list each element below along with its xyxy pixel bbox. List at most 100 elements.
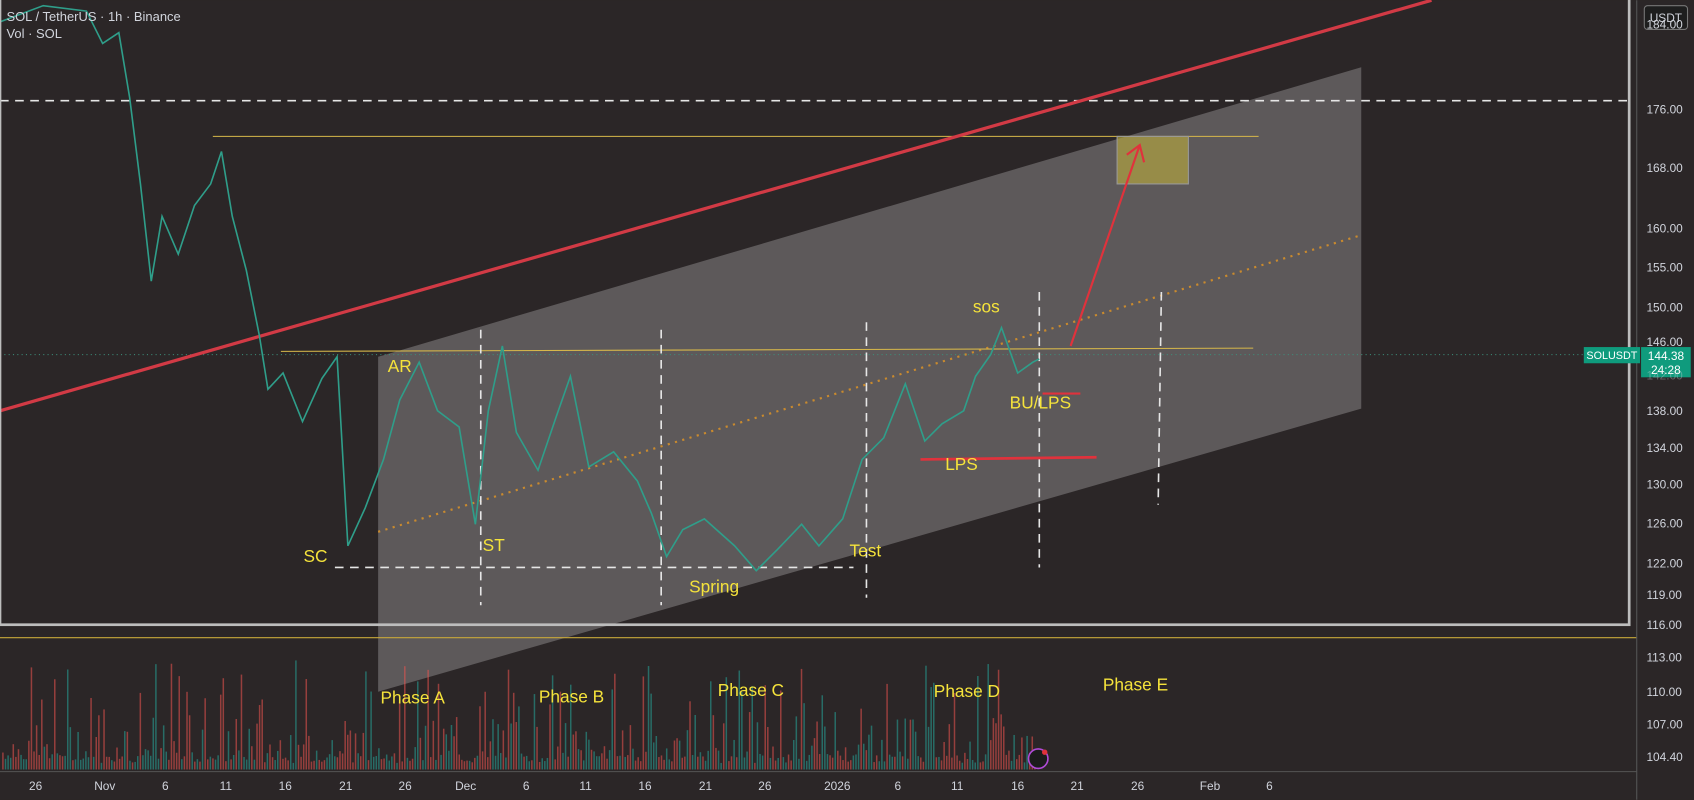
- volume-bar: [951, 757, 953, 770]
- volume-bar: [595, 756, 598, 770]
- volume-bar: [300, 756, 302, 770]
- volume-bar: [785, 762, 787, 770]
- volume-bar: [20, 754, 22, 770]
- volume-bar: [256, 723, 258, 770]
- volume-bar: [987, 664, 989, 770]
- volume-bar: [334, 756, 336, 770]
- volume-bar: [162, 725, 165, 770]
- time-axis-label: 21: [339, 779, 353, 793]
- volume-bar: [826, 754, 829, 770]
- volume-bar: [474, 757, 476, 770]
- volume-bar: [1013, 734, 1015, 770]
- volume-bar: [445, 734, 448, 770]
- volume-bar: [217, 755, 219, 770]
- volume-bar: [557, 746, 559, 770]
- price-axis-label: 104.40: [1646, 750, 1683, 764]
- volume-bar: [640, 761, 642, 770]
- event-label: BU/LPS: [1010, 393, 1071, 413]
- volume-bar: [497, 724, 499, 770]
- volume-bar: [90, 697, 92, 770]
- price-axis-label: 155.00: [1646, 260, 1683, 274]
- volume-bar: [165, 751, 168, 770]
- volume-bar: [634, 760, 637, 770]
- volume-bar: [458, 754, 461, 770]
- volume-bar: [305, 679, 308, 770]
- volume-bar: [245, 759, 248, 770]
- volume-bar: [35, 725, 38, 770]
- time-axis-label: 16: [279, 779, 293, 793]
- volume-bar: [124, 731, 126, 770]
- volume-bar: [209, 756, 212, 770]
- volume-bar: [367, 760, 370, 770]
- volume-bar: [816, 721, 818, 770]
- volume-bar: [297, 744, 300, 770]
- volume-bar: [1003, 726, 1005, 770]
- volume-bar: [619, 755, 621, 770]
- volume-bar: [990, 740, 992, 770]
- phase-label: Phase C: [718, 680, 784, 700]
- volume-bars: [2, 660, 1036, 770]
- volume-bar: [404, 666, 406, 770]
- volume-bar: [147, 750, 149, 770]
- volume-bar: [396, 762, 398, 770]
- time-axis-label: Feb: [1200, 779, 1221, 793]
- volume-bar: [544, 761, 546, 770]
- volume-bar: [370, 691, 372, 770]
- volume-bar: [665, 748, 668, 770]
- volume-bar: [344, 721, 346, 770]
- volume-bar: [326, 757, 328, 770]
- volume-bar: [888, 754, 891, 770]
- volume-bar: [181, 759, 183, 770]
- volume-bar: [577, 749, 580, 770]
- volume-bar: [831, 757, 834, 770]
- volume-bar: [764, 685, 766, 770]
- volume-bar: [175, 752, 178, 770]
- volume-bar: [938, 756, 940, 770]
- volume-bar: [715, 747, 717, 770]
- volume-bar: [417, 681, 419, 770]
- volume-bar: [352, 762, 354, 770]
- volume-bar: [471, 762, 473, 770]
- event-label: sos: [973, 296, 1000, 316]
- volume-bar: [59, 755, 61, 770]
- volume-bar: [935, 757, 938, 770]
- volume-bar: [707, 750, 709, 770]
- volume-bar: [168, 759, 170, 770]
- volume-bar: [798, 758, 800, 770]
- volume-bar: [616, 756, 619, 770]
- volume-bar: [702, 756, 704, 770]
- volume-bar: [585, 731, 588, 770]
- countdown: 24:28: [1651, 363, 1681, 377]
- volume-bar: [824, 726, 826, 770]
- volume-bar: [126, 731, 129, 770]
- volume-bar: [463, 761, 466, 770]
- price-axis-label: 134.00: [1646, 441, 1683, 455]
- currency[interactable]: USDT: [1650, 11, 1682, 25]
- volume-bar: [69, 727, 72, 770]
- time-axis-label: 21: [1071, 779, 1085, 793]
- volume-bar: [554, 759, 556, 770]
- volume-bar: [33, 751, 35, 770]
- volume-bar: [808, 754, 811, 770]
- volume-bar: [608, 750, 611, 770]
- volume-bar: [733, 739, 735, 770]
- lps-line: [920, 455, 1097, 461]
- volume-bar: [380, 759, 383, 770]
- volume-bar: [569, 684, 572, 770]
- volume-bar: [378, 748, 380, 770]
- volume-bar: [227, 731, 230, 770]
- volume-bar: [803, 703, 805, 770]
- volume-bar: [48, 758, 51, 770]
- volume-bar: [842, 760, 844, 770]
- volume-bar: [917, 756, 919, 770]
- volume-bar: [787, 754, 790, 770]
- volume-bar: [647, 666, 650, 770]
- price-axis-label: 138.00: [1646, 404, 1683, 418]
- volume-bar: [87, 757, 90, 770]
- phase-dividers: [479, 291, 1163, 606]
- volume-bar: [1018, 754, 1021, 770]
- symbol-title: SOL / TetherUS · 1h · Binance: [6, 9, 180, 24]
- volume-bar: [113, 761, 116, 770]
- currency-button[interactable]: [1643, 5, 1689, 30]
- volume-bar: [46, 744, 48, 770]
